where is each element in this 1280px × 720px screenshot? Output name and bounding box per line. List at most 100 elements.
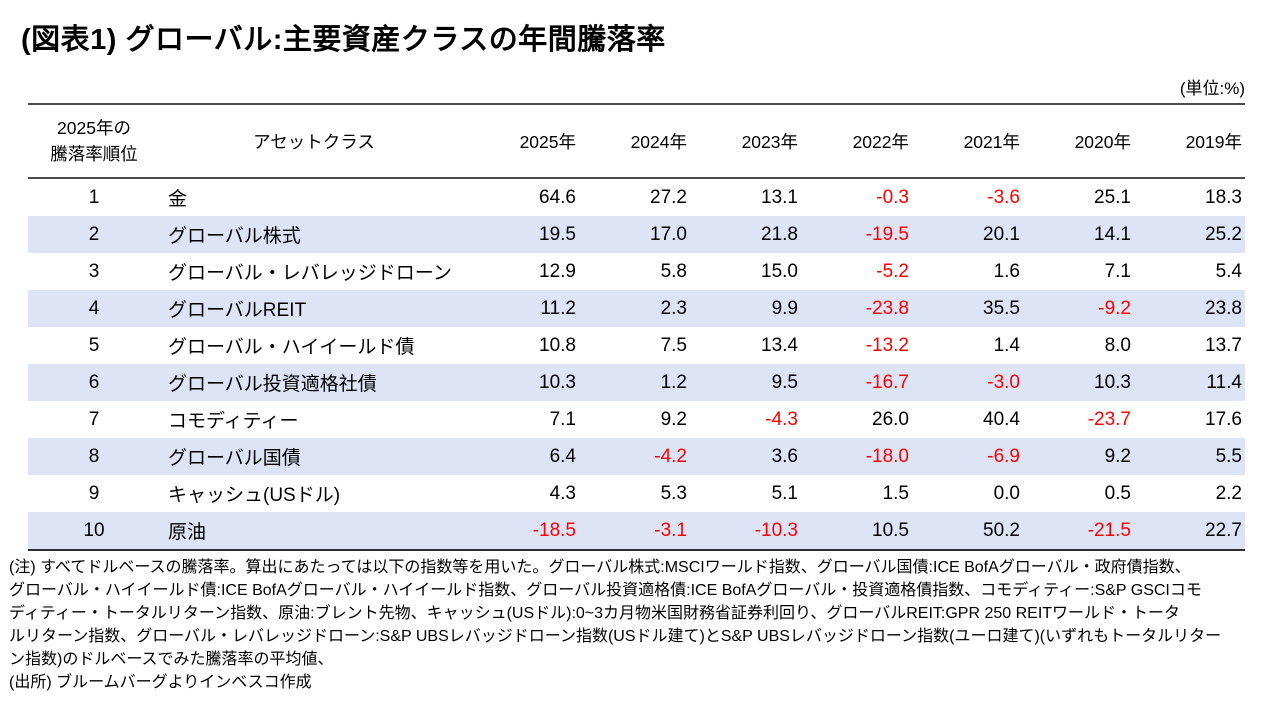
rank-cell: 2: [88, 223, 100, 245]
value-cell: -23.8: [865, 297, 909, 319]
table-row: 10 原油 -18.5 -3.1 -10.3 10.5 50.2 -21.5 2…: [28, 512, 1245, 549]
value-cell: -10.3: [754, 519, 798, 541]
asset-name-cell: グローバル株式: [168, 226, 301, 247]
rank-header-line2: 騰落率順位: [50, 144, 138, 164]
value-cell: 25.1: [1094, 186, 1131, 208]
rank-cell: 10: [83, 519, 105, 541]
table-row: 8 グローバル国債 6.4 -4.2 3.6 -18.0 -6.9 9.2 5.…: [28, 438, 1245, 475]
asset-returns-table: 2025年の 騰落率順位 アセットクラス 2025年 2024年 2023年 2…: [28, 103, 1245, 551]
year-column-header: 2019年: [1185, 131, 1242, 152]
value-cell: 2.2: [1215, 482, 1242, 504]
value-cell: 9.2: [1104, 445, 1131, 467]
value-cell: 7.5: [660, 334, 687, 356]
footnotes: (注) すべてドルベースの騰落率。算出にあたっては以下の指数等を用いた。グローバ…: [9, 556, 1271, 694]
asset-name-cell: 原油: [168, 522, 207, 543]
value-cell: 3.6: [771, 445, 798, 467]
source-line: (出所) ブルームバーグよりインベスコ作成: [9, 674, 312, 691]
rank-cell: 1: [88, 186, 100, 208]
asset-name-cell: グローバル・ハイイールド債: [168, 337, 415, 358]
rank-cell: 7: [88, 408, 100, 430]
asset-name-cell: グローバル国債: [168, 448, 301, 469]
note-line: ルリターン指数、グローバル・レバレッジドローン:S&P UBSレバッジドローン指…: [9, 628, 1222, 645]
value-cell: -18.0: [865, 445, 909, 467]
table-row: 1 金 64.6 27.2 13.1 -0.3 -3.6 25.1 18.3: [28, 179, 1245, 216]
rank-cell: 8: [88, 445, 100, 467]
table-row: 4 グローバルREIT 11.2 2.3 9.9 -23.8 35.5 -9.2…: [28, 290, 1245, 327]
value-cell: 14.1: [1094, 223, 1131, 245]
year-column-header: 2020年: [1074, 131, 1131, 152]
value-cell: 9.5: [771, 371, 798, 393]
value-cell: 10.3: [1094, 371, 1131, 393]
table-row: 7 コモディティー 7.1 9.2 -4.3 26.0 40.4 -23.7 1…: [28, 401, 1245, 438]
value-cell: 27.2: [650, 186, 687, 208]
asset-name-cell: グローバルREIT: [168, 300, 307, 321]
value-cell: 22.7: [1205, 519, 1242, 541]
rank-cell: 9: [88, 482, 100, 504]
value-cell: 4.3: [549, 482, 576, 504]
value-cell: 11.4: [1206, 371, 1242, 393]
value-cell: -9.2: [1098, 297, 1131, 319]
value-cell: 23.8: [1205, 297, 1242, 319]
value-cell: -6.9: [987, 445, 1020, 467]
asset-name-cell: グローバル・レバレッジドローン: [168, 263, 452, 284]
value-cell: -21.5: [1087, 519, 1131, 541]
value-cell: 6.4: [549, 445, 576, 467]
value-cell: 50.2: [983, 519, 1020, 541]
asset-name-cell: コモディティー: [168, 411, 299, 432]
value-cell: 0.0: [993, 482, 1020, 504]
year-column-header: 2022年: [852, 131, 909, 152]
value-cell: 10.5: [872, 519, 909, 541]
value-cell: 7.1: [549, 408, 576, 430]
value-cell: 5.1: [771, 482, 798, 504]
value-cell: -23.7: [1087, 408, 1131, 430]
value-cell: 40.4: [983, 408, 1020, 430]
year-column-header: 2024年: [630, 131, 687, 152]
value-cell: 11.2: [540, 297, 576, 319]
table-row: 2 グローバル株式 19.5 17.0 21.8 -19.5 20.1 14.1…: [28, 216, 1245, 253]
value-cell: 9.2: [660, 408, 687, 430]
value-cell: 64.6: [539, 186, 576, 208]
note-line: ン指数)のドルベースでみた騰落率の平均値、: [9, 651, 334, 668]
table-header-row: 2025年の 騰落率順位 アセットクラス 2025年 2024年 2023年 2…: [28, 103, 1245, 179]
value-cell: 21.8: [761, 223, 798, 245]
rank-cell: 3: [88, 260, 100, 282]
value-cell: -19.5: [865, 223, 909, 245]
year-column-header: 2025年: [519, 131, 576, 152]
value-cell: 12.9: [539, 260, 576, 282]
year-column-header: 2021年: [963, 131, 1020, 152]
year-column-header: 2023年: [741, 131, 798, 152]
note-line: (注) すべてドルベースの騰落率。算出にあたっては以下の指数等を用いた。グローバ…: [9, 559, 1191, 576]
value-cell: 5.8: [660, 260, 687, 282]
value-cell: 1.2: [660, 371, 687, 393]
asset-name-cell: グローバル投資適格社債: [168, 374, 377, 395]
value-cell: 10.8: [539, 334, 576, 356]
value-cell: 1.5: [882, 482, 909, 504]
value-cell: 10.3: [539, 371, 576, 393]
value-cell: -5.2: [876, 260, 909, 282]
value-cell: 20.1: [983, 223, 1020, 245]
value-cell: -0.3: [876, 186, 909, 208]
value-cell: -4.3: [765, 408, 798, 430]
asset-column-header: アセットクラス: [253, 131, 375, 152]
unit-label: (単位:%): [1179, 79, 1245, 98]
table-body: 1 金 64.6 27.2 13.1 -0.3 -3.6 25.1 18.3 2…: [28, 179, 1245, 551]
value-cell: 5.3: [660, 482, 687, 504]
rank-cell: 6: [88, 371, 100, 393]
value-cell: 5.5: [1215, 445, 1242, 467]
rank-cell: 5: [88, 334, 100, 356]
asset-name-cell: 金: [168, 189, 188, 210]
value-cell: 2.3: [660, 297, 687, 319]
value-cell: 0.5: [1104, 482, 1131, 504]
table-row: 9 キャッシュ(USドル) 4.3 5.3 5.1 1.5 0.0 0.5 2.…: [28, 475, 1245, 512]
figure-title: (図表1) グローバル:主要資産クラスの年間騰落率: [21, 24, 666, 56]
value-cell: 18.3: [1205, 186, 1242, 208]
value-cell: -13.2: [865, 334, 909, 356]
value-cell: 35.5: [983, 297, 1020, 319]
table-row: 5 グローバル・ハイイールド債 10.8 7.5 13.4 -13.2 1.4 …: [28, 327, 1245, 364]
value-cell: 5.4: [1215, 260, 1242, 282]
rank-column-header: 2025年の 騰落率順位: [28, 115, 160, 168]
value-cell: 17.0: [650, 223, 687, 245]
value-cell: -16.7: [865, 371, 909, 393]
note-line: ディティー・トータルリターン指数、原油:ブレント先物、キャッシュ(USドル):0…: [9, 605, 1181, 622]
